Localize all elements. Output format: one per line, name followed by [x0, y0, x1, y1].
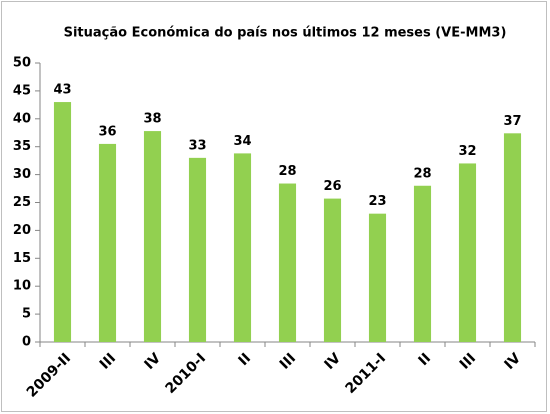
- data-label: 32: [458, 144, 476, 159]
- bar: [98, 143, 117, 342]
- data-label: 28: [278, 164, 296, 179]
- y-tick-label: 0: [22, 335, 31, 350]
- bar: [143, 131, 162, 342]
- bar: [458, 163, 477, 342]
- data-label: 34: [233, 134, 251, 149]
- bar: [233, 153, 252, 342]
- bar: [188, 157, 207, 342]
- chart-title: Situação Económica do país nos últimos 1…: [64, 26, 507, 41]
- y-tick-label: 35: [13, 139, 31, 154]
- data-label: 37: [503, 114, 521, 129]
- data-label: 26: [323, 179, 341, 194]
- bar: [53, 102, 72, 342]
- y-tick-label: 20: [13, 223, 31, 238]
- data-label: 43: [53, 83, 71, 98]
- y-tick-label: 15: [13, 251, 31, 266]
- y-tick-label: 30: [13, 167, 31, 182]
- data-label: 36: [98, 124, 116, 139]
- y-tick-label: 40: [13, 111, 31, 126]
- y-tick-label: 50: [13, 56, 31, 71]
- data-label: 28: [413, 166, 431, 181]
- bar: [368, 213, 387, 342]
- y-tick-label: 25: [13, 195, 31, 210]
- bar: [503, 133, 522, 342]
- y-tick-label: 10: [13, 279, 31, 294]
- bar: [278, 183, 297, 342]
- bar: [323, 198, 342, 342]
- y-tick-label: 5: [22, 307, 31, 322]
- data-label: 23: [368, 194, 386, 209]
- data-label: 33: [188, 138, 206, 153]
- bar: [413, 185, 432, 342]
- data-label: 38: [143, 112, 161, 127]
- y-tick-label: 45: [13, 83, 31, 98]
